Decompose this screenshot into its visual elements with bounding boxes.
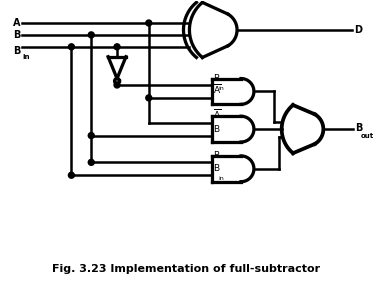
Circle shape	[88, 133, 94, 139]
Text: B: B	[355, 123, 362, 133]
Text: B: B	[213, 164, 219, 173]
Text: $\overline{\mathrm{A}}$: $\overline{\mathrm{A}}$	[213, 82, 221, 96]
Text: B: B	[213, 125, 219, 133]
Text: A: A	[13, 18, 21, 28]
Text: $\overline{\mathrm{A}}$: $\overline{\mathrm{A}}$	[213, 107, 221, 121]
Text: B: B	[213, 74, 219, 83]
Circle shape	[88, 32, 94, 38]
Text: in: in	[23, 54, 30, 60]
Text: D: D	[354, 25, 362, 35]
Circle shape	[146, 95, 152, 101]
Text: B: B	[14, 46, 21, 56]
Circle shape	[88, 159, 94, 165]
Text: in: in	[218, 176, 224, 181]
Text: Fig. 3.23 Implementation of full-subtractor: Fig. 3.23 Implementation of full-subtrac…	[52, 264, 320, 274]
Text: in: in	[218, 86, 224, 91]
Circle shape	[114, 44, 120, 50]
Text: B: B	[213, 151, 219, 160]
Text: B: B	[14, 30, 21, 40]
Text: out: out	[361, 133, 374, 139]
Circle shape	[68, 172, 74, 178]
Circle shape	[68, 44, 74, 50]
Circle shape	[114, 82, 120, 88]
Circle shape	[146, 20, 152, 26]
